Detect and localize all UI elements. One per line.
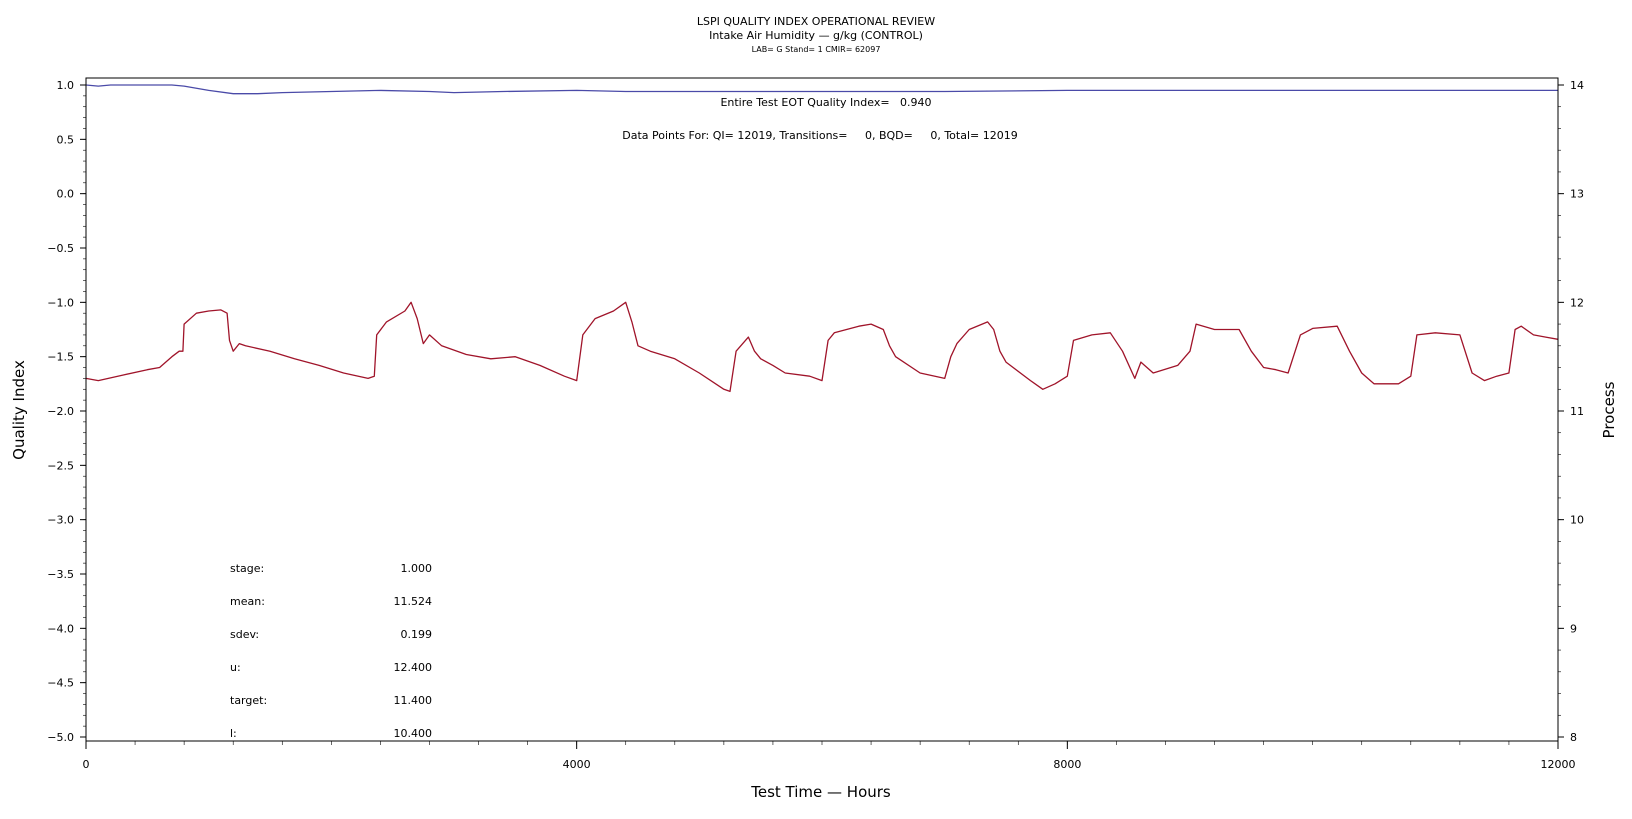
- y-left-tick-label: −3.0: [47, 514, 74, 527]
- y-right-tick-label: 8: [1570, 731, 1577, 744]
- stat-label: mean:: [230, 595, 265, 608]
- y-right-tick-label: 14: [1570, 79, 1584, 92]
- y-left-tick-label: −1.0: [47, 296, 74, 309]
- plot-frame: [85, 77, 1559, 742]
- y-left-tick-label: −4.0: [47, 622, 74, 635]
- y-right-tick-label: 9: [1570, 622, 1577, 635]
- process-series-line: [85, 301, 1559, 393]
- stat-label: u:: [230, 661, 241, 674]
- y-right-tick-label: 13: [1570, 188, 1584, 201]
- series-layer: [85, 84, 1559, 393]
- y-left-tick-label: −4.5: [47, 677, 74, 690]
- stat-label: target:: [230, 694, 267, 707]
- y-left-tick-label: 0.5: [57, 133, 75, 146]
- stat-label: l:: [230, 727, 237, 740]
- stat-value: 1.000: [401, 562, 433, 575]
- quality-index-series-line: [85, 84, 1558, 95]
- chart-subtitle: Intake Air Humidity — g/kg (CONTROL): [709, 29, 923, 42]
- y-left-tick-label: 0.0: [57, 188, 75, 201]
- y-right-tick-label: 12: [1570, 296, 1584, 309]
- stat-value: 10.400: [394, 727, 433, 740]
- chart-subtitle-lab: LAB= G Stand= 1 CMIR= 62097: [752, 45, 881, 54]
- x-tick-label: 4000: [563, 758, 591, 771]
- stat-label: sdev:: [230, 628, 259, 641]
- stat-value: 11.524: [394, 595, 433, 608]
- stat-label: stage:: [230, 562, 264, 575]
- y-left-tick-label: −2.0: [47, 405, 74, 418]
- stat-value: 12.400: [394, 661, 433, 674]
- x-tick-label: 12000: [1541, 758, 1576, 771]
- x-tick-label: 8000: [1053, 758, 1081, 771]
- y-left-tick-label: −1.5: [47, 351, 74, 364]
- x-axis-label: Test Time — Hours: [750, 783, 891, 801]
- stat-value: 11.400: [394, 694, 433, 707]
- y-left-tick-label: −2.5: [47, 459, 74, 472]
- y-right-tick-label: 10: [1570, 514, 1584, 527]
- y-axis-right-label: Process: [1600, 381, 1618, 438]
- y-axis-left-label: Quality Index: [10, 360, 28, 460]
- data-points-annotation: Data Points For: QI= 12019, Transitions=…: [622, 129, 1017, 142]
- eot-quality-annotation: Entire Test EOT Quality Index= 0.940: [720, 96, 931, 109]
- x-tick-label: 0: [83, 758, 90, 771]
- y-left-tick-label: −3.5: [47, 568, 74, 581]
- chart-title: LSPI QUALITY INDEX OPERATIONAL REVIEW: [697, 15, 935, 28]
- y-left-tick-label: −5.0: [47, 731, 74, 744]
- stat-value: 0.199: [401, 628, 433, 641]
- y-left-tick-label: −0.5: [47, 242, 74, 255]
- ticks-layer: 1.0 0.5 0.0 −0.5 −1.0 −1.5 −2.0 −2.5 −3.0 −3.5 −4.…: [47, 79, 1584, 771]
- y-left-tick-label: 1.0: [57, 79, 75, 92]
- stats-block: stage: 1.000 mean: 11.524 sdev: 0.199 u: 12.400…: [230, 562, 432, 740]
- y-right-tick-label: 11: [1570, 405, 1584, 418]
